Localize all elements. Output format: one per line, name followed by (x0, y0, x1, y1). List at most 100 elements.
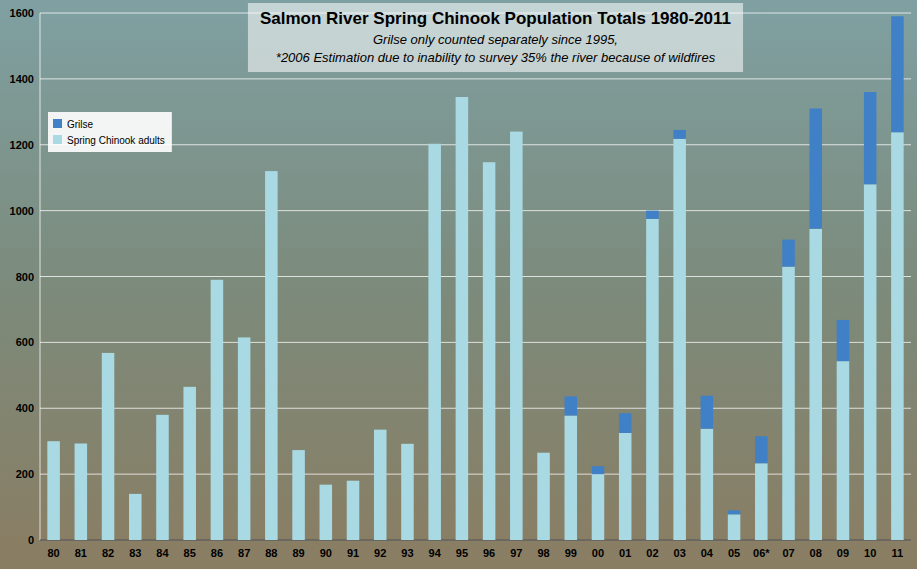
grid-line (40, 342, 911, 343)
x-tick-label: 92 (374, 547, 386, 559)
grid-line (40, 78, 911, 79)
bar-segment (701, 429, 714, 540)
bar-segment (592, 474, 605, 540)
x-tick-label: 05 (728, 547, 740, 559)
legend-swatch (53, 119, 62, 128)
x-tick-label: 94 (429, 547, 442, 559)
x-tick-label: 10 (864, 547, 876, 559)
x-tick-label: 97 (510, 547, 522, 559)
bar-segment (592, 466, 605, 474)
x-tick-label: 88 (265, 547, 277, 559)
bar-segment (809, 229, 822, 540)
title-box (248, 3, 743, 72)
bar-segment (183, 387, 196, 540)
title: Salmon River Spring Chinook Population T… (260, 9, 731, 28)
y-tick-label: 600 (16, 336, 34, 348)
x-tick-label: 07 (782, 547, 794, 559)
x-tick-label: 03 (674, 547, 686, 559)
x-tick-label: 06* (753, 547, 770, 559)
y-axis-line (40, 13, 41, 540)
bar-segment (401, 444, 414, 540)
bar-segment (292, 450, 305, 540)
bar-segment (75, 443, 88, 540)
bar-segment (891, 16, 904, 132)
bar-segment (565, 396, 578, 415)
bar-segment (619, 413, 632, 433)
grid-line (40, 408, 911, 409)
chart: 0200400600800100012001400160080818283848… (0, 0, 917, 569)
subtitle: Grilse only counted separately since 199… (373, 32, 618, 47)
x-tick-label: 93 (401, 547, 413, 559)
bar-segment (782, 240, 795, 267)
y-tick-label: 1200 (10, 139, 34, 151)
x-tick-label: 85 (184, 547, 196, 559)
background (0, 0, 917, 569)
bar-segment (837, 361, 850, 540)
bar-segment (265, 171, 278, 540)
bar-segment (728, 510, 741, 514)
bar-segment (809, 109, 822, 229)
grid-line (40, 210, 911, 211)
grid (40, 13, 911, 540)
x-tick-label: 83 (129, 547, 141, 559)
bar-segment (673, 139, 686, 540)
legend: Grilse Spring Chinook adults (48, 112, 172, 152)
x-tick-label: 84 (156, 547, 169, 559)
x-tick-label: 86 (211, 547, 223, 559)
bar-segment (156, 415, 169, 540)
legend-swatch (53, 135, 62, 144)
legend-label: Spring Chinook adults (67, 135, 165, 146)
bar-segment (837, 320, 850, 361)
x-tick-label: 09 (837, 547, 849, 559)
y-tick-label: 200 (16, 468, 34, 480)
bar-segment (646, 211, 659, 219)
bar-segment (238, 337, 251, 540)
legend-box (48, 112, 172, 152)
subtitle: *2006 Estimation due to inability to sur… (276, 50, 716, 65)
bar-segment (755, 463, 768, 540)
bar-segment (102, 353, 115, 540)
grid-line (40, 540, 911, 541)
bar-segment (347, 481, 360, 540)
x-tick-label: 80 (47, 547, 59, 559)
legend-label: Grilse (67, 119, 94, 130)
x-tick-label: 00 (592, 547, 604, 559)
bar-segment (537, 453, 550, 540)
x-tick-label: 82 (102, 547, 114, 559)
x-tick-label: 02 (646, 547, 658, 559)
bar-segment (701, 396, 714, 429)
x-tick-label: 90 (320, 547, 332, 559)
x-tick-label: 99 (565, 547, 577, 559)
bar-segment (755, 436, 768, 463)
y-tick-label: 1000 (10, 205, 34, 217)
x-tick-label: 98 (537, 547, 549, 559)
x-tick-label: 95 (456, 547, 468, 559)
x-tick-label: 87 (238, 547, 250, 559)
bar-segment (728, 514, 741, 540)
bar-segment (456, 97, 469, 540)
x-tick-label: 96 (483, 547, 495, 559)
y-tick-label: 400 (16, 402, 34, 414)
bar-segment (483, 162, 496, 540)
y-tick-label: 800 (16, 271, 34, 283)
x-tick-label: 01 (619, 547, 631, 559)
bar-segment (428, 144, 441, 540)
grid-line (40, 276, 911, 277)
y-tick-label: 1600 (10, 7, 34, 19)
x-tick-label: 81 (75, 547, 87, 559)
bar-segment (565, 415, 578, 540)
bar-segment (673, 130, 686, 139)
title-block: Salmon River Spring Chinook Population T… (248, 3, 743, 72)
x-tick-label: 89 (292, 547, 304, 559)
bar-segment (47, 441, 60, 540)
y-tick-label: 0 (28, 534, 34, 546)
y-tick-label: 1400 (10, 73, 34, 85)
bar-segment (211, 280, 224, 540)
bar-segment (891, 132, 904, 540)
bar-segment (129, 494, 142, 540)
bar-segment (510, 132, 523, 540)
bars (47, 16, 903, 540)
x-tick-label: 11 (892, 547, 904, 559)
bar-segment (619, 433, 632, 540)
x-tick-label: 08 (810, 547, 822, 559)
